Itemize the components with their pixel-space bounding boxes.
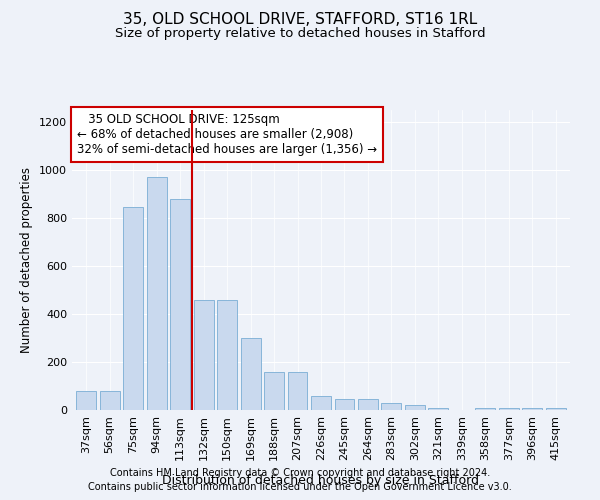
Bar: [123, 207, 143, 410]
Bar: [523, 408, 542, 410]
Y-axis label: Number of detached properties: Number of detached properties: [20, 167, 34, 353]
Bar: [100, 391, 119, 410]
Text: Contains public sector information licensed under the Open Government Licence v3: Contains public sector information licen…: [88, 482, 512, 492]
Bar: [241, 338, 260, 410]
Bar: [217, 300, 237, 410]
Text: 35, OLD SCHOOL DRIVE, STAFFORD, ST16 1RL: 35, OLD SCHOOL DRIVE, STAFFORD, ST16 1RL: [123, 12, 477, 28]
Bar: [428, 408, 448, 410]
Bar: [146, 177, 167, 410]
X-axis label: Distribution of detached houses by size in Stafford: Distribution of detached houses by size …: [163, 474, 479, 487]
Bar: [311, 396, 331, 410]
Text: Size of property relative to detached houses in Stafford: Size of property relative to detached ho…: [115, 28, 485, 40]
Bar: [358, 399, 378, 410]
Bar: [76, 391, 96, 410]
Bar: [335, 399, 355, 410]
Bar: [405, 405, 425, 410]
Bar: [170, 199, 190, 410]
Bar: [194, 300, 214, 410]
Bar: [546, 408, 566, 410]
Bar: [499, 408, 519, 410]
Bar: [287, 372, 307, 410]
Bar: [382, 403, 401, 410]
Text: Contains HM Land Registry data © Crown copyright and database right 2024.: Contains HM Land Registry data © Crown c…: [110, 468, 490, 477]
Bar: [264, 372, 284, 410]
Bar: [475, 408, 496, 410]
Text: 35 OLD SCHOOL DRIVE: 125sqm
← 68% of detached houses are smaller (2,908)
32% of : 35 OLD SCHOOL DRIVE: 125sqm ← 68% of det…: [77, 113, 377, 156]
